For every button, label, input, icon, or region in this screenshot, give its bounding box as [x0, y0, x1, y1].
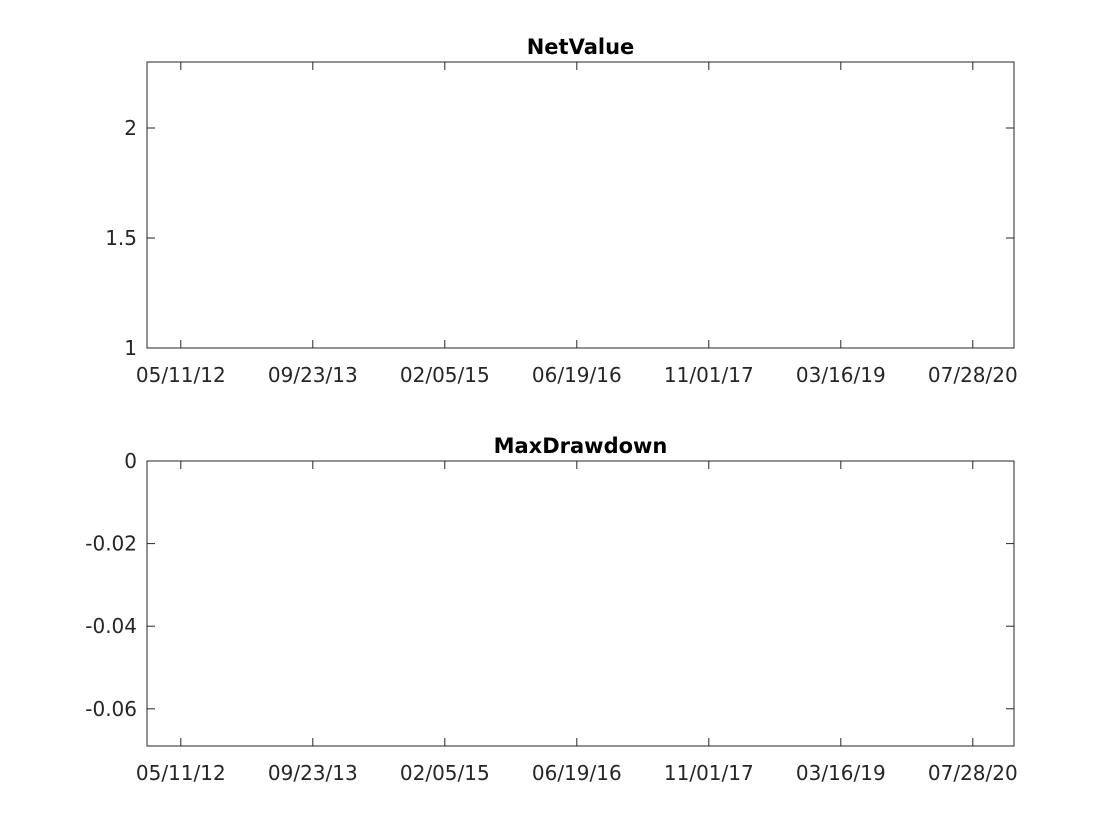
netvalue-y-tick-label: 1 — [124, 336, 137, 360]
netvalue-x-tick-label: 02/05/15 — [400, 363, 490, 387]
netvalue-x-tick-label: 11/01/17 — [664, 363, 754, 387]
maxdrawdown-y-tick-label: 0 — [124, 449, 137, 473]
netvalue-title: NetValue — [527, 35, 635, 59]
netvalue-x-tick-label: 05/11/12 — [136, 363, 226, 387]
netvalue-x-tick-label: 03/16/19 — [796, 363, 886, 387]
maxdrawdown-x-tick-label: 09/23/13 — [268, 761, 358, 785]
maxdrawdown-y-tick-label: -0.06 — [85, 697, 137, 721]
maxdrawdown-x-tick-label: 05/11/12 — [136, 761, 226, 785]
netvalue-x-tick-label: 09/23/13 — [268, 363, 358, 387]
maxdrawdown-x-tick-label: 06/19/16 — [532, 761, 622, 785]
netvalue-y-tick-label: 1.5 — [105, 226, 137, 250]
maxdrawdown-x-tick-label: 07/28/20 — [928, 761, 1018, 785]
netvalue-y-tick-label: 2 — [124, 116, 137, 140]
maxdrawdown-chart: 05/11/12 09/23/13 02/05/15 06/19/16 11/01/17… — [85, 434, 1017, 785]
netvalue-chart: 05/11/12 09/23/13 02/05/15 06/19/16 11/01/17… — [105, 35, 1018, 387]
maxdrawdown-x-tick-label: 02/05/15 — [400, 761, 490, 785]
netvalue-x-tick-label: 07/28/20 — [928, 363, 1018, 387]
maxdrawdown-x-tick-label: 03/16/19 — [796, 761, 886, 785]
maxdrawdown-title: MaxDrawdown — [494, 434, 668, 458]
maxdrawdown-axes-box — [146, 460, 1015, 747]
maxdrawdown-y-tick-label: -0.04 — [85, 614, 137, 638]
netvalue-x-tick-label: 06/19/16 — [532, 363, 622, 387]
netvalue-axes-box — [146, 61, 1015, 349]
maxdrawdown-x-tick-label: 11/01/17 — [664, 761, 754, 785]
maxdrawdown-y-tick-label: -0.02 — [85, 532, 137, 556]
